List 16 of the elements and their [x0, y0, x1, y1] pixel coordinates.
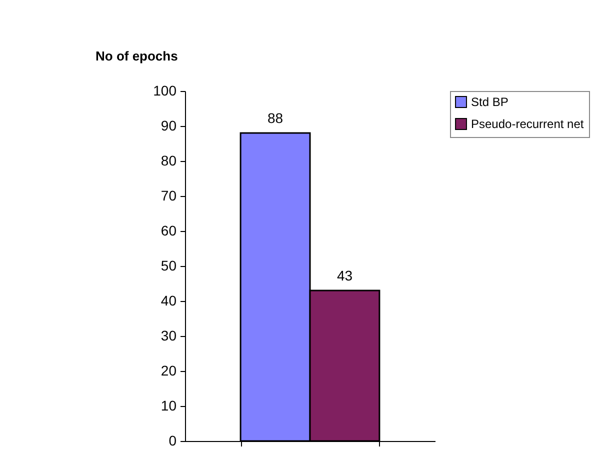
- y-axis-title: No of epochs: [96, 48, 178, 64]
- legend-label: Std BP: [471, 95, 508, 109]
- y-tick-label: 80: [160, 152, 177, 168]
- y-tick-label: 70: [160, 188, 177, 204]
- data-label: 43: [336, 268, 353, 284]
- legend-label: Pseudo-recurrent net: [471, 117, 584, 131]
- y-tick-label: 10: [160, 398, 177, 414]
- y-tick-label: 30: [160, 328, 177, 344]
- y-tick-label: 40: [160, 292, 177, 308]
- data-label: 88: [267, 110, 284, 126]
- y-tick-label: 0: [168, 432, 177, 448]
- y-tick-label: 60: [160, 222, 177, 238]
- y-tick-label: 20: [160, 362, 177, 378]
- y-tick-label: 90: [160, 118, 177, 134]
- y-tick-label: 100: [153, 82, 177, 98]
- y-tick-label: 50: [160, 258, 177, 274]
